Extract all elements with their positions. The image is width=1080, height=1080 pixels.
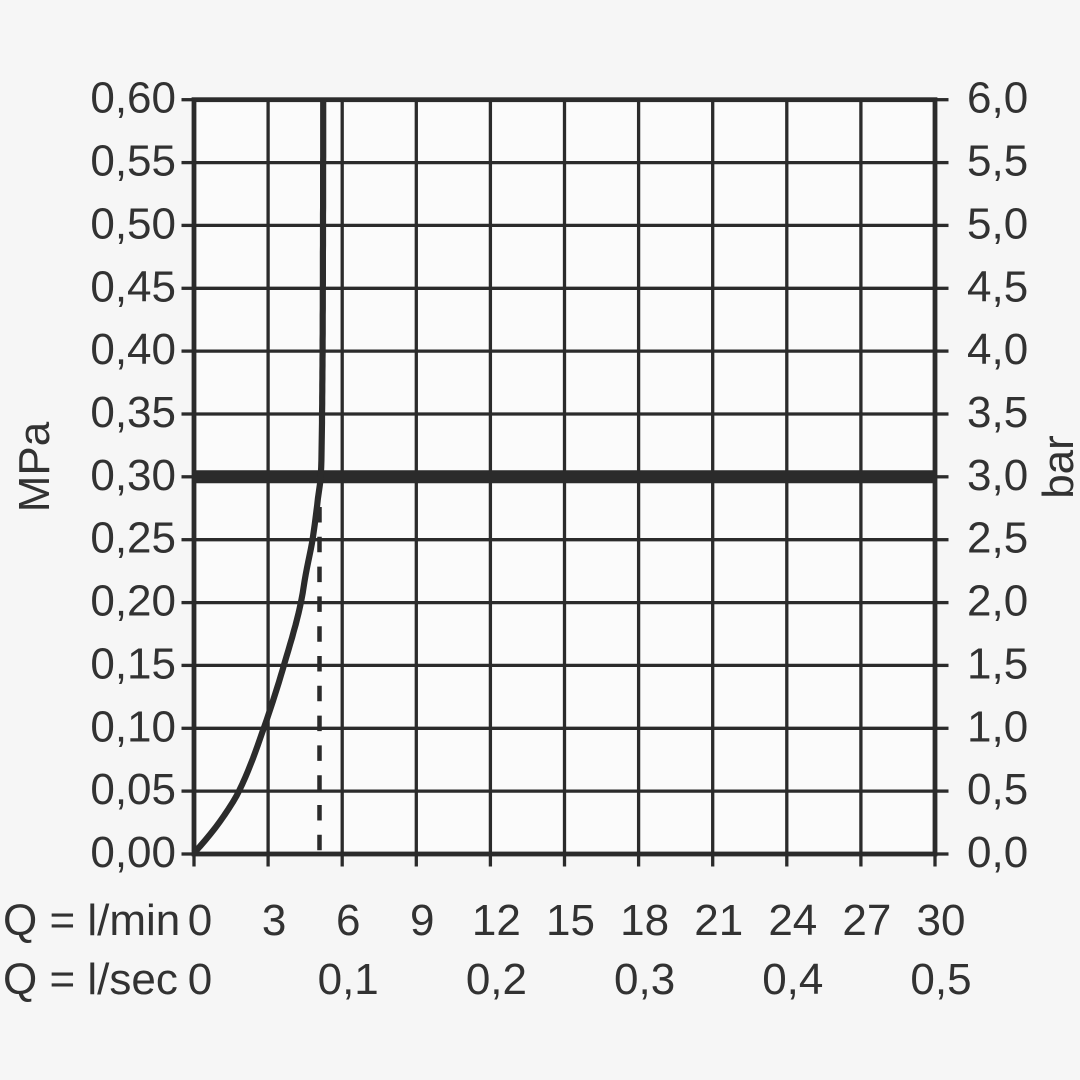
svg-text:0,60: 0,60: [90, 74, 176, 123]
svg-text:0,40: 0,40: [90, 325, 176, 374]
svg-text:3,5: 3,5: [967, 388, 1028, 437]
svg-text:0,45: 0,45: [90, 262, 176, 311]
svg-text:15: 15: [546, 896, 595, 945]
svg-text:30: 30: [917, 896, 966, 945]
svg-text:0,50: 0,50: [90, 199, 176, 248]
svg-text:4,5: 4,5: [967, 262, 1028, 311]
svg-text:0,35: 0,35: [90, 388, 176, 437]
svg-text:0: 0: [188, 955, 212, 1004]
svg-text:Q = l/sec: Q = l/sec: [3, 955, 178, 1004]
svg-text:0,05: 0,05: [90, 765, 176, 814]
svg-text:12: 12: [472, 896, 521, 945]
svg-text:0,1: 0,1: [318, 955, 379, 1004]
svg-text:0,10: 0,10: [90, 702, 176, 751]
svg-text:0,5: 0,5: [967, 765, 1028, 814]
svg-text:0,4: 0,4: [762, 955, 823, 1004]
svg-text:bar: bar: [1034, 435, 1080, 499]
svg-text:5,5: 5,5: [967, 137, 1028, 186]
svg-text:0,20: 0,20: [90, 577, 176, 626]
svg-text:0,15: 0,15: [90, 639, 176, 688]
svg-text:21: 21: [694, 896, 743, 945]
svg-text:9: 9: [410, 896, 434, 945]
svg-text:1,0: 1,0: [967, 702, 1028, 751]
svg-text:Q = l/min: Q = l/min: [3, 896, 180, 945]
svg-text:5,0: 5,0: [967, 199, 1028, 248]
svg-text:27: 27: [842, 896, 891, 945]
svg-text:0,55: 0,55: [90, 137, 176, 186]
svg-text:0,2: 0,2: [466, 955, 527, 1004]
svg-text:18: 18: [620, 896, 669, 945]
svg-text:6: 6: [336, 896, 360, 945]
svg-text:0: 0: [188, 896, 212, 945]
svg-text:6,0: 6,0: [967, 74, 1028, 123]
svg-text:0,0: 0,0: [967, 828, 1028, 877]
svg-text:0,5: 0,5: [910, 955, 971, 1004]
svg-text:2,0: 2,0: [967, 577, 1028, 626]
svg-text:24: 24: [768, 896, 817, 945]
svg-text:2,5: 2,5: [967, 514, 1028, 563]
svg-text:3: 3: [262, 896, 286, 945]
svg-text:0,25: 0,25: [90, 514, 176, 563]
svg-text:0,00: 0,00: [90, 828, 176, 877]
svg-text:4,0: 4,0: [967, 325, 1028, 374]
svg-text:0,30: 0,30: [90, 451, 176, 500]
svg-text:0,3: 0,3: [614, 955, 675, 1004]
svg-text:MPa: MPa: [10, 421, 59, 512]
svg-text:1,5: 1,5: [967, 639, 1028, 688]
svg-text:3,0: 3,0: [967, 451, 1028, 500]
